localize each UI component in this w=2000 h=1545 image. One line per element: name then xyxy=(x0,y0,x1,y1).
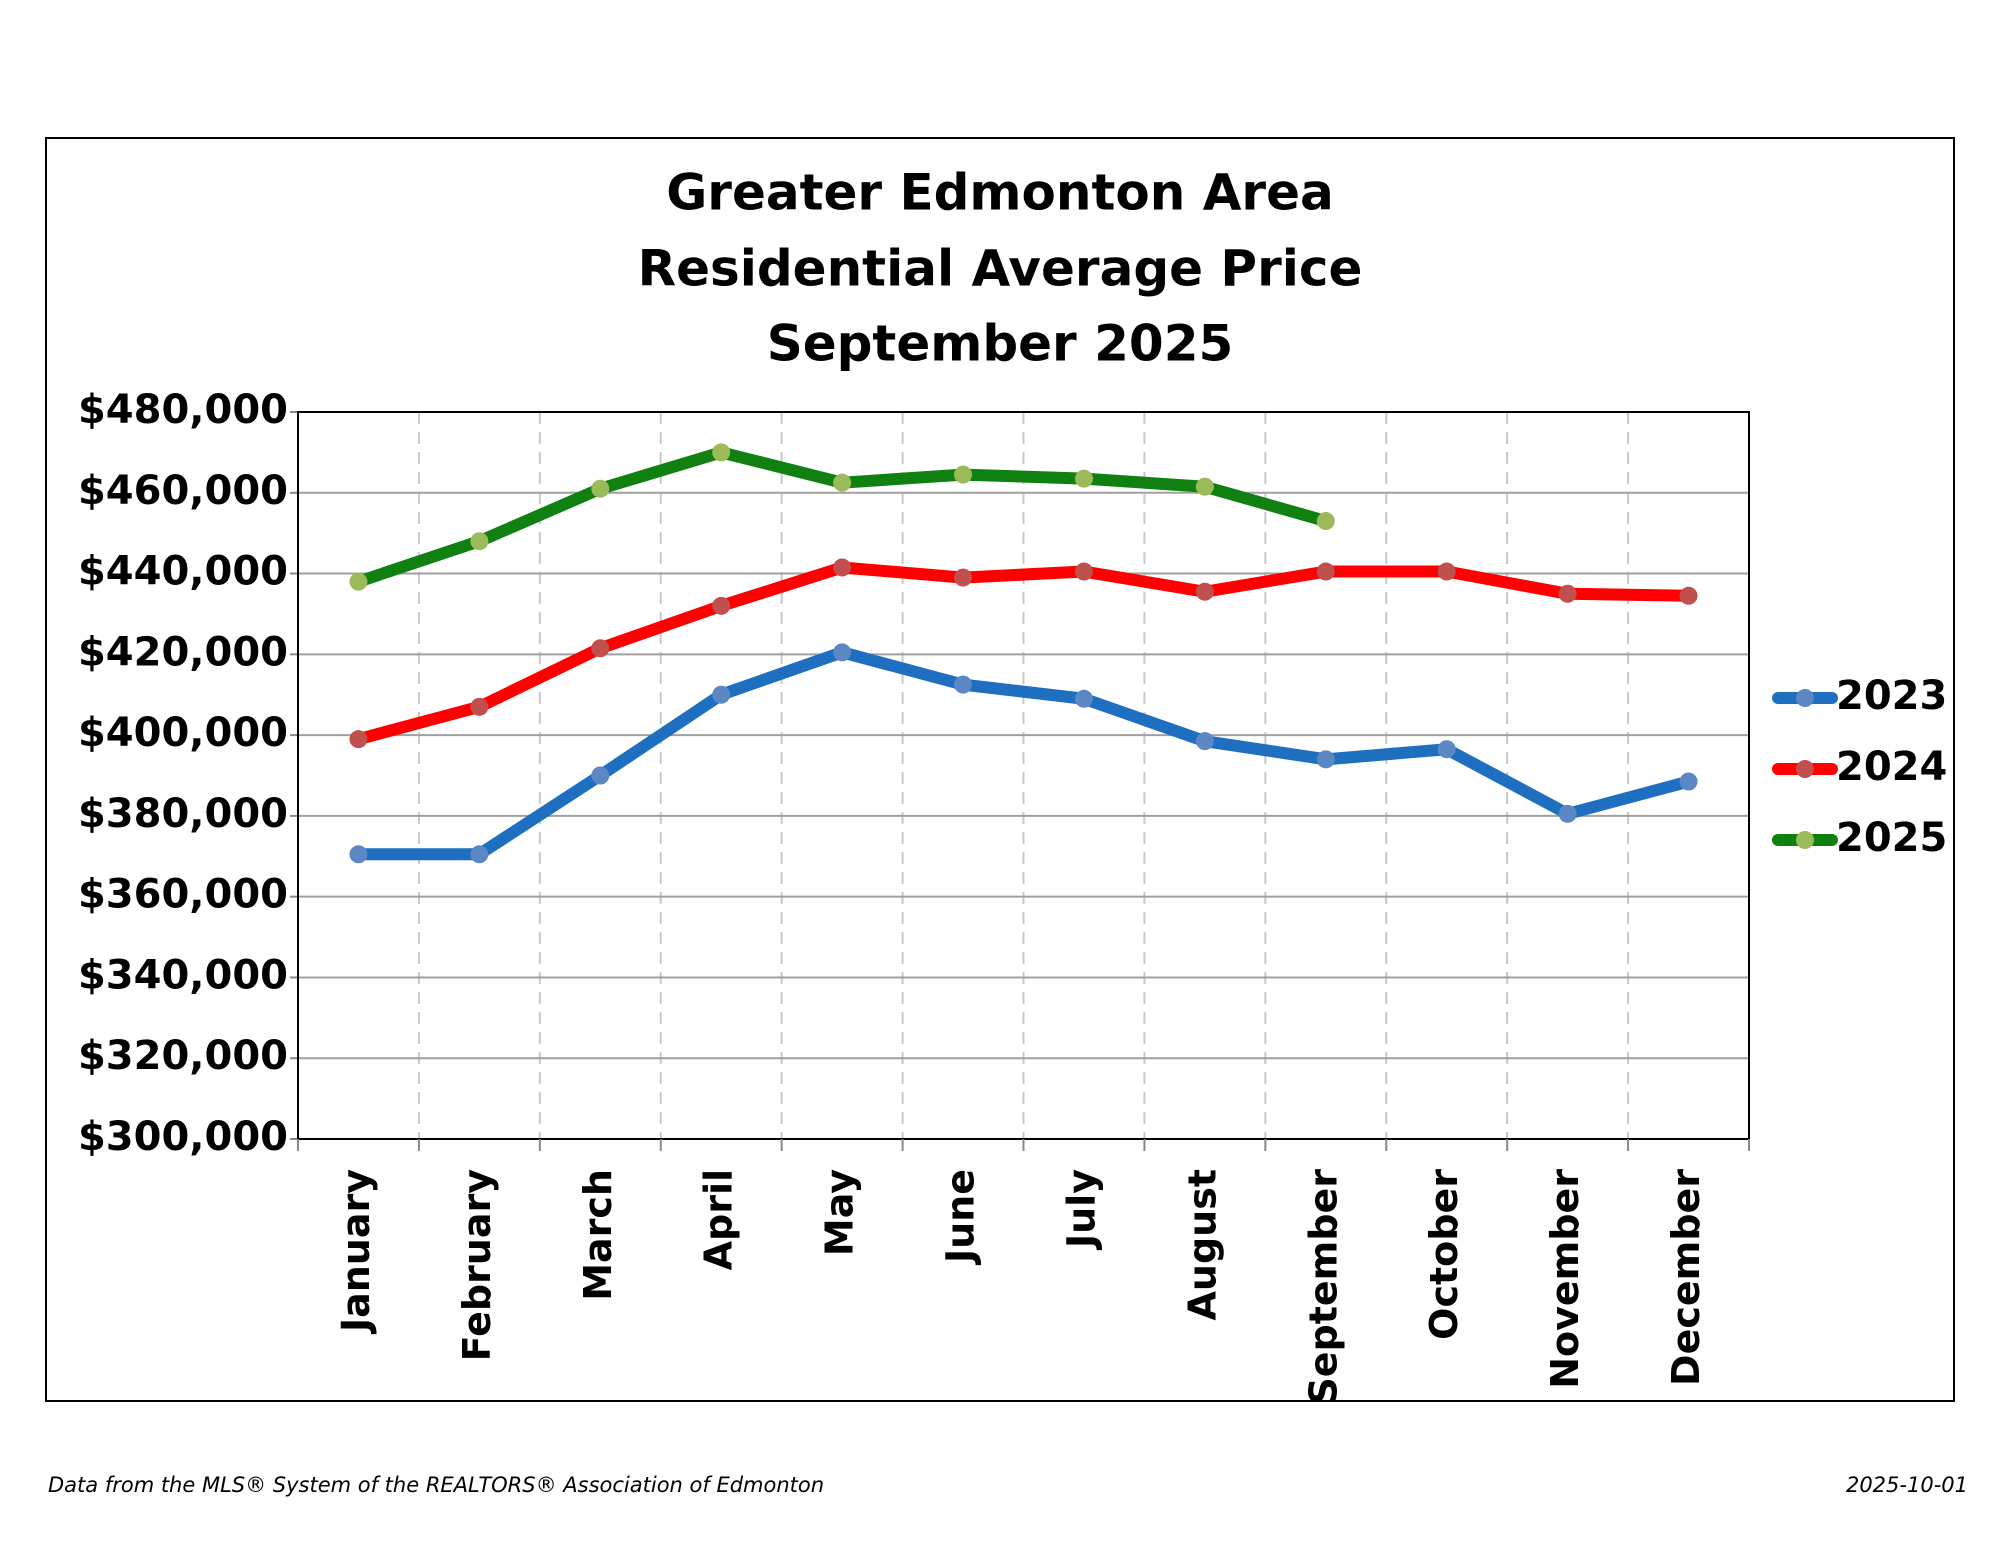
y-tick-label: $400,000 xyxy=(78,710,288,756)
data-point xyxy=(1679,586,1698,605)
data-point xyxy=(1316,750,1335,769)
x-tick-label: December xyxy=(1664,1169,1708,1386)
data-point xyxy=(833,643,852,662)
data-point xyxy=(833,558,852,577)
data-point xyxy=(470,845,489,864)
data-point xyxy=(591,639,610,658)
data-point xyxy=(591,479,610,498)
x-tick-label: October xyxy=(1422,1169,1466,1340)
x-tick-label: November xyxy=(1543,1169,1587,1389)
y-tick-label: $320,000 xyxy=(78,1033,288,1079)
chart-title: Greater Edmonton Area xyxy=(666,164,1333,222)
date-note: 2025-10-01 xyxy=(1846,1473,1968,1497)
data-point xyxy=(712,596,731,615)
data-point xyxy=(1437,740,1456,759)
source-note: Data from the MLS® System of the REALTOR… xyxy=(48,1473,824,1497)
y-tick-label: $360,000 xyxy=(78,872,288,918)
data-point xyxy=(954,465,973,484)
series-line xyxy=(356,561,1689,745)
data-point xyxy=(591,766,610,785)
data-point xyxy=(1074,689,1093,708)
data-point xyxy=(1074,562,1093,581)
legend-label: 2023 xyxy=(1836,673,1947,719)
data-point xyxy=(712,443,731,462)
legend-label: 2024 xyxy=(1836,744,1947,790)
data-point xyxy=(470,697,489,716)
data-point xyxy=(833,473,852,492)
legend-label: 2025 xyxy=(1836,815,1947,861)
x-tick-label: February xyxy=(455,1169,499,1362)
data-point xyxy=(1316,512,1335,531)
data-point xyxy=(1195,732,1214,751)
x-tick-label: September xyxy=(1301,1169,1345,1405)
data-point xyxy=(470,532,489,551)
data-point xyxy=(954,675,973,694)
y-tick-label: $460,000 xyxy=(78,468,288,514)
x-tick-label: May xyxy=(818,1169,862,1256)
data-point xyxy=(1074,469,1093,488)
data-point xyxy=(1316,562,1335,581)
y-tick-label: $420,000 xyxy=(78,629,288,675)
y-tick-label: $340,000 xyxy=(78,952,288,998)
x-tick-label: August xyxy=(1180,1169,1224,1321)
legend-marker xyxy=(1796,831,1814,849)
data-point xyxy=(1195,582,1214,601)
data-point xyxy=(954,568,973,587)
data-point xyxy=(712,685,731,704)
x-tick-label: July xyxy=(1059,1169,1103,1251)
y-tick-label: $300,000 xyxy=(78,1114,288,1160)
data-point xyxy=(349,845,368,864)
x-tick-label: March xyxy=(576,1169,620,1301)
x-tick-label: January xyxy=(334,1169,378,1335)
y-tick-label: $440,000 xyxy=(78,549,288,595)
x-tick-label: June xyxy=(939,1169,983,1266)
data-point xyxy=(1437,562,1456,581)
data-point xyxy=(1679,772,1698,791)
chart-title: September 2025 xyxy=(767,315,1234,373)
data-point xyxy=(1558,584,1577,603)
x-tick-label: April xyxy=(697,1169,741,1270)
legend-marker xyxy=(1796,689,1814,707)
data-point xyxy=(349,730,368,749)
y-tick-label: $380,000 xyxy=(78,791,288,837)
data-point xyxy=(1195,477,1214,496)
series-line xyxy=(358,646,1691,861)
y-tick-label: $480,000 xyxy=(78,387,288,433)
legend-marker xyxy=(1796,760,1814,778)
chart-title: Residential Average Price xyxy=(638,240,1363,298)
data-point xyxy=(349,572,368,591)
data-point xyxy=(1558,804,1577,823)
